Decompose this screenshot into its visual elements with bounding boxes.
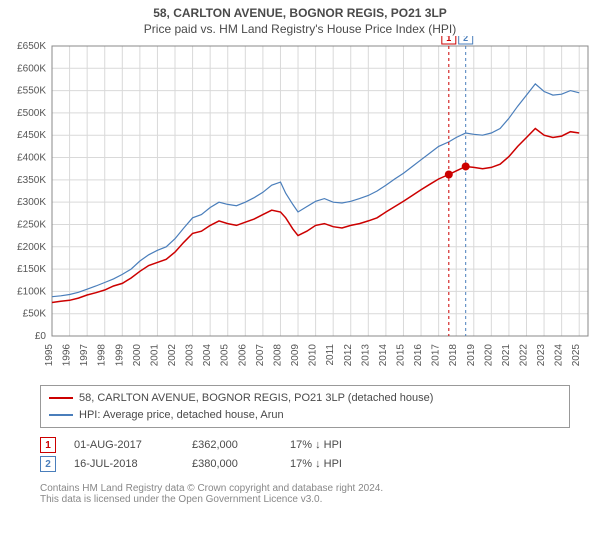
svg-text:2019: 2019 [466, 344, 477, 367]
chart-container: £0 £50K £100K £150K £200K £250K £300K £350K £400… [0, 36, 600, 379]
transaction-row: 1 01-AUG-2017 £362,000 17% ↓ HPI [40, 436, 570, 455]
svg-text:2005: 2005 [220, 344, 231, 367]
svg-text:2014: 2014 [378, 344, 389, 367]
legend-label: HPI: Average price, detached house, Arun [79, 407, 284, 424]
svg-text:2009: 2009 [290, 344, 301, 367]
svg-text:£150K: £150K [17, 264, 46, 275]
svg-text:2017: 2017 [431, 344, 442, 367]
svg-text:1997: 1997 [79, 344, 90, 367]
svg-text:2018: 2018 [448, 344, 459, 367]
svg-text:2010: 2010 [308, 344, 319, 367]
svg-text:2015: 2015 [395, 344, 406, 367]
transaction-badge: 1 [40, 437, 56, 453]
svg-text:£400K: £400K [17, 153, 46, 164]
transaction-delta: 17% ↓ HPI [290, 436, 390, 455]
svg-text:2023: 2023 [536, 344, 547, 367]
svg-text:£550K: £550K [17, 86, 46, 97]
footer-attribution: Contains HM Land Registry data © Crown c… [40, 483, 570, 505]
svg-text:2016: 2016 [413, 344, 424, 367]
svg-text:£350K: £350K [17, 175, 46, 186]
footer-line-2: This data is licensed under the Open Gov… [40, 494, 570, 505]
svg-text:2008: 2008 [272, 344, 283, 367]
transaction-date: 16-JUL-2018 [74, 455, 174, 474]
transaction-date: 01-AUG-2017 [74, 436, 174, 455]
svg-text:2022: 2022 [518, 344, 529, 367]
svg-text:2000: 2000 [132, 344, 143, 367]
svg-text:2003: 2003 [185, 344, 196, 367]
svg-text:2024: 2024 [554, 344, 565, 367]
legend-swatch [49, 414, 73, 416]
svg-text:1995: 1995 [44, 344, 55, 367]
svg-text:2002: 2002 [167, 344, 178, 367]
svg-text:£650K: £650K [17, 41, 46, 52]
svg-text:2013: 2013 [360, 344, 371, 367]
chart-titles: 58, CARLTON AVENUE, BOGNOR REGIS, PO21 3… [0, 0, 600, 36]
legend-row: HPI: Average price, detached house, Arun [49, 407, 561, 424]
svg-text:£600K: £600K [17, 63, 46, 74]
svg-text:2025: 2025 [571, 344, 582, 367]
svg-text:2007: 2007 [255, 344, 266, 367]
svg-text:2011: 2011 [325, 344, 336, 366]
svg-text:£500K: £500K [17, 108, 46, 119]
svg-text:2012: 2012 [343, 344, 354, 367]
svg-text:£300K: £300K [17, 197, 46, 208]
svg-text:2021: 2021 [501, 344, 512, 367]
svg-text:£100K: £100K [17, 286, 46, 297]
svg-text:£200K: £200K [17, 242, 46, 253]
transaction-badge: 2 [40, 456, 56, 472]
transaction-price: £380,000 [192, 455, 272, 474]
svg-text:2004: 2004 [202, 344, 213, 367]
transaction-row: 2 16-JUL-2018 £380,000 17% ↓ HPI [40, 455, 570, 474]
svg-text:£250K: £250K [17, 219, 46, 230]
svg-text:£50K: £50K [23, 309, 47, 320]
transaction-price: £362,000 [192, 436, 272, 455]
legend-box: 58, CARLTON AVENUE, BOGNOR REGIS, PO21 3… [40, 385, 570, 428]
transaction-delta: 17% ↓ HPI [290, 455, 390, 474]
svg-text:2: 2 [463, 36, 468, 43]
legend-swatch [49, 397, 73, 399]
svg-text:1: 1 [446, 36, 451, 43]
svg-text:£0: £0 [35, 331, 47, 342]
svg-text:2020: 2020 [483, 344, 494, 367]
svg-text:£450K: £450K [17, 130, 46, 141]
svg-text:2001: 2001 [149, 344, 160, 367]
title-subtitle: Price paid vs. HM Land Registry's House … [0, 22, 600, 36]
svg-text:1999: 1999 [114, 344, 125, 367]
svg-text:2006: 2006 [237, 344, 248, 367]
legend-row: 58, CARLTON AVENUE, BOGNOR REGIS, PO21 3… [49, 390, 561, 407]
svg-text:1996: 1996 [62, 344, 73, 367]
price-chart: £0 £50K £100K £150K £200K £250K £300K £350K £400… [0, 36, 600, 376]
footer-line-1: Contains HM Land Registry data © Crown c… [40, 483, 570, 494]
transactions-table: 1 01-AUG-2017 £362,000 17% ↓ HPI 2 16-JUL-201… [40, 436, 570, 473]
title-address: 58, CARLTON AVENUE, BOGNOR REGIS, PO21 3… [0, 6, 600, 20]
svg-text:1998: 1998 [97, 344, 108, 367]
legend-label: 58, CARLTON AVENUE, BOGNOR REGIS, PO21 3… [79, 390, 433, 407]
